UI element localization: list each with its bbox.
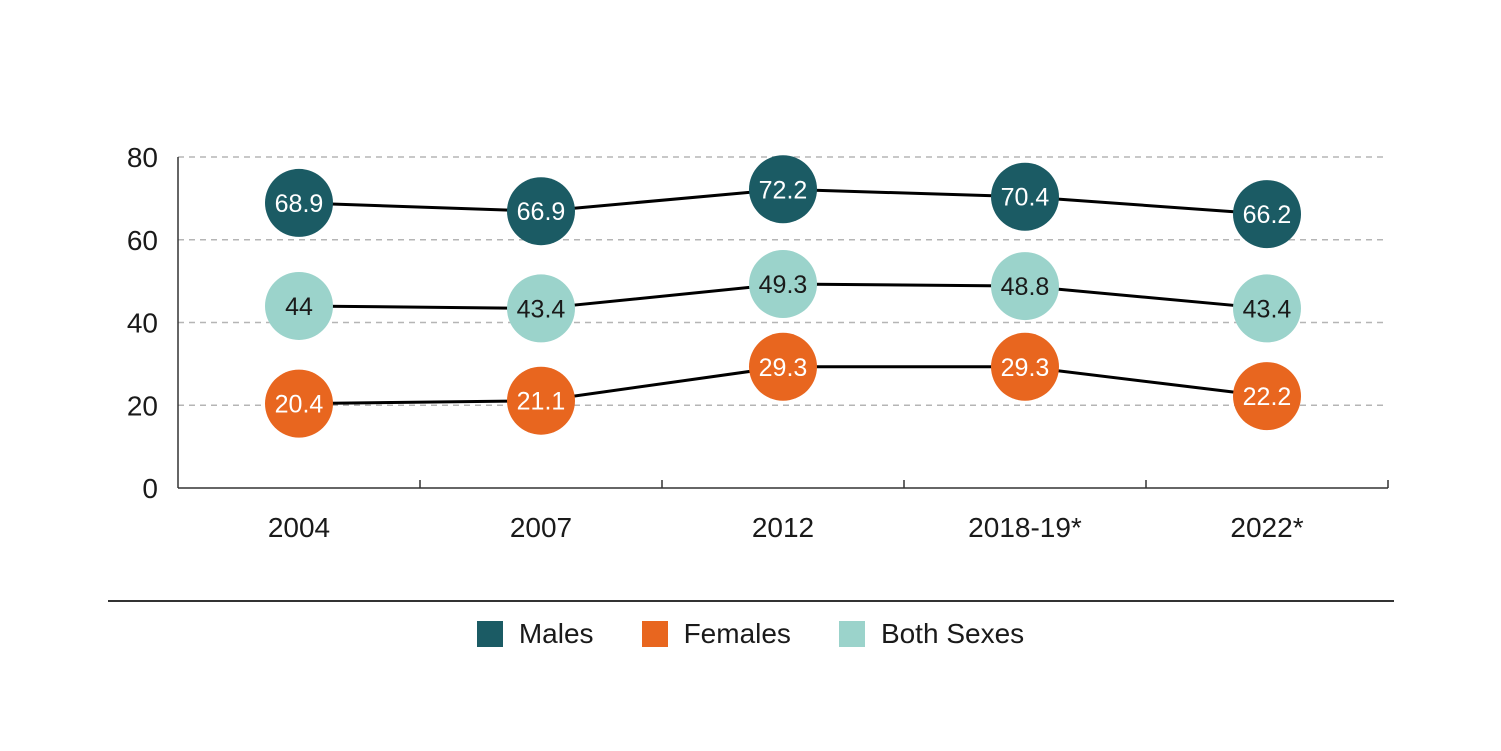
legend-item-females: Females bbox=[641, 618, 791, 650]
data-point bbox=[265, 168, 333, 237]
legend-swatch-females bbox=[641, 621, 668, 647]
data-point bbox=[1233, 180, 1301, 249]
data-label: 72.2 bbox=[759, 176, 808, 204]
data-label: 43.4 bbox=[517, 295, 566, 323]
data-point bbox=[507, 177, 575, 246]
data-point bbox=[507, 274, 575, 343]
y-tick-labels: 0 20 40 60 80 bbox=[127, 142, 158, 504]
x-tick-label: 2012 bbox=[752, 512, 814, 543]
data-label: 66.2 bbox=[1243, 201, 1292, 229]
legend: Males Females Both Sexes bbox=[0, 618, 1501, 650]
data-label: 49.3 bbox=[759, 271, 808, 299]
legend-swatch-males bbox=[476, 621, 503, 647]
y-tick-label: 0 bbox=[142, 473, 158, 504]
x-tick-label: 2018-19* bbox=[968, 512, 1082, 543]
legend-label-males: Males bbox=[518, 618, 594, 649]
legend-label-females: Females bbox=[683, 618, 791, 649]
data-point bbox=[991, 252, 1059, 321]
axes bbox=[177, 157, 1389, 489]
data-point bbox=[1233, 274, 1301, 343]
data-label: 66.9 bbox=[517, 198, 566, 226]
data-label: 43.4 bbox=[1243, 295, 1292, 323]
legend-divider bbox=[108, 600, 1394, 602]
data-label: 48.8 bbox=[1001, 273, 1050, 301]
data-point bbox=[1233, 362, 1301, 431]
x-tick-label: 2007 bbox=[510, 512, 572, 543]
y-tick-label: 40 bbox=[127, 308, 158, 339]
data-point bbox=[749, 250, 817, 319]
legend-swatch-both-sexes bbox=[838, 621, 865, 647]
line-chart: 0 20 40 60 80 2004 2007 2012 2018-19* 2022* 68.9… bbox=[127, 142, 1389, 543]
data-label: 20.4 bbox=[275, 391, 324, 419]
legend-label-both-sexes: Both Sexes bbox=[880, 618, 1025, 649]
data-label: 29.3 bbox=[759, 354, 808, 382]
legend-item-both-sexes: Both Sexes bbox=[838, 618, 1025, 650]
data-point bbox=[749, 155, 817, 224]
y-tick-label: 80 bbox=[127, 142, 158, 173]
data-label: 29.3 bbox=[1001, 354, 1050, 382]
series-points: 68.9 66.9 72.2 70.4 66.2 20.4 21.1 29.3 29.3 22.2… bbox=[265, 155, 1301, 438]
x-tick-label: 2022* bbox=[1230, 512, 1303, 543]
x-tick-labels: 2004 2007 2012 2018-19* 2022* bbox=[268, 512, 1304, 543]
data-label: 70.4 bbox=[1001, 184, 1050, 212]
data-label: 22.2 bbox=[1243, 383, 1292, 411]
data-label: 44 bbox=[285, 293, 313, 321]
data-point bbox=[265, 369, 333, 438]
data-point bbox=[265, 271, 333, 340]
data-label: 68.9 bbox=[275, 190, 324, 218]
legend-item-males: Males bbox=[476, 618, 594, 650]
data-label: 21.1 bbox=[517, 388, 566, 416]
y-tick-label: 20 bbox=[127, 390, 158, 421]
data-point bbox=[991, 162, 1059, 231]
data-point bbox=[991, 332, 1059, 401]
x-tick-label: 2004 bbox=[268, 512, 330, 543]
data-point bbox=[749, 332, 817, 401]
y-tick-label: 60 bbox=[127, 225, 158, 256]
data-point bbox=[507, 366, 575, 435]
